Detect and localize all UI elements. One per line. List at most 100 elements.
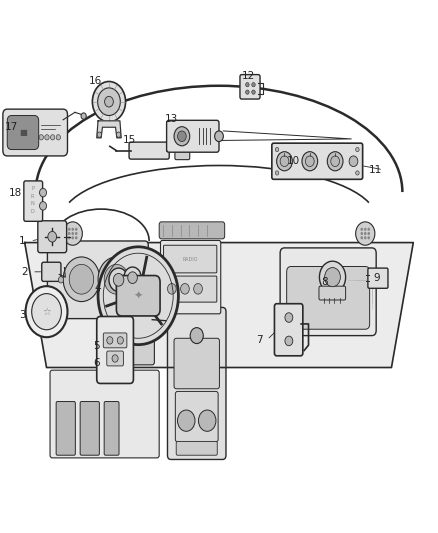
FancyBboxPatch shape: [123, 290, 154, 365]
Circle shape: [356, 148, 359, 152]
FancyBboxPatch shape: [50, 370, 159, 458]
Circle shape: [75, 232, 78, 235]
FancyBboxPatch shape: [280, 248, 376, 336]
Circle shape: [69, 264, 94, 294]
Text: ☆: ☆: [42, 306, 51, 317]
Text: 13: 13: [164, 114, 177, 124]
FancyBboxPatch shape: [166, 120, 219, 152]
Circle shape: [276, 171, 279, 175]
FancyBboxPatch shape: [42, 262, 61, 281]
Text: ■: ■: [19, 128, 27, 137]
FancyBboxPatch shape: [103, 333, 127, 348]
FancyBboxPatch shape: [163, 276, 217, 302]
Circle shape: [246, 83, 249, 87]
Circle shape: [180, 284, 189, 294]
Circle shape: [302, 152, 318, 171]
Text: 7: 7: [256, 335, 262, 345]
Circle shape: [39, 201, 46, 210]
FancyBboxPatch shape: [176, 441, 217, 455]
Circle shape: [349, 156, 358, 166]
Circle shape: [190, 328, 203, 344]
Circle shape: [367, 232, 370, 235]
Circle shape: [63, 222, 82, 245]
Circle shape: [360, 228, 363, 231]
Circle shape: [56, 135, 60, 140]
Circle shape: [63, 257, 100, 302]
Text: 9: 9: [374, 273, 380, 283]
Text: R: R: [31, 194, 34, 199]
Circle shape: [285, 313, 293, 322]
Circle shape: [109, 268, 128, 292]
Circle shape: [97, 132, 102, 138]
FancyBboxPatch shape: [80, 401, 99, 455]
Circle shape: [194, 284, 202, 294]
FancyBboxPatch shape: [319, 286, 346, 300]
Circle shape: [305, 156, 314, 166]
Circle shape: [58, 277, 64, 283]
FancyBboxPatch shape: [160, 240, 221, 314]
Circle shape: [71, 236, 74, 239]
FancyBboxPatch shape: [56, 401, 75, 455]
Text: 16: 16: [89, 77, 102, 86]
Text: 8: 8: [321, 278, 328, 287]
Text: 12: 12: [242, 71, 255, 81]
Text: 3: 3: [19, 310, 26, 320]
Circle shape: [39, 135, 43, 140]
Circle shape: [112, 355, 118, 362]
Circle shape: [138, 298, 145, 307]
FancyBboxPatch shape: [240, 75, 260, 99]
Circle shape: [133, 298, 140, 307]
Circle shape: [246, 90, 249, 94]
FancyBboxPatch shape: [275, 304, 303, 356]
Text: ✦: ✦: [134, 290, 143, 301]
Circle shape: [331, 156, 339, 166]
Circle shape: [71, 232, 74, 235]
Circle shape: [280, 156, 289, 166]
FancyBboxPatch shape: [97, 317, 134, 383]
Circle shape: [252, 83, 255, 87]
FancyBboxPatch shape: [175, 391, 218, 442]
Text: N: N: [31, 201, 35, 206]
Circle shape: [117, 132, 121, 138]
Text: 5: 5: [93, 341, 100, 351]
Circle shape: [45, 135, 49, 140]
Circle shape: [98, 257, 135, 302]
Circle shape: [177, 410, 195, 431]
Circle shape: [319, 261, 346, 293]
Text: 17: 17: [4, 122, 18, 132]
Circle shape: [113, 273, 124, 286]
Text: P: P: [31, 187, 34, 191]
Text: 15: 15: [123, 135, 136, 145]
FancyBboxPatch shape: [104, 401, 119, 455]
Circle shape: [75, 228, 78, 231]
Circle shape: [71, 228, 74, 231]
Circle shape: [215, 131, 223, 142]
Circle shape: [252, 90, 255, 94]
FancyBboxPatch shape: [167, 308, 226, 459]
FancyBboxPatch shape: [38, 221, 67, 253]
Circle shape: [50, 135, 55, 140]
Circle shape: [325, 268, 340, 287]
Circle shape: [360, 232, 363, 235]
Circle shape: [81, 113, 86, 119]
FancyBboxPatch shape: [174, 338, 219, 389]
Circle shape: [39, 188, 46, 197]
Circle shape: [276, 148, 279, 152]
Circle shape: [117, 337, 124, 344]
FancyBboxPatch shape: [159, 222, 225, 239]
FancyBboxPatch shape: [368, 268, 388, 288]
Circle shape: [356, 171, 359, 175]
FancyBboxPatch shape: [47, 241, 148, 319]
Circle shape: [25, 286, 67, 337]
Circle shape: [285, 336, 293, 346]
Text: 2: 2: [21, 267, 28, 277]
FancyBboxPatch shape: [7, 116, 39, 150]
Circle shape: [367, 236, 370, 239]
Circle shape: [124, 267, 141, 288]
FancyBboxPatch shape: [287, 266, 370, 329]
Circle shape: [198, 410, 216, 431]
Text: 1: 1: [19, 236, 26, 246]
Text: 6: 6: [93, 358, 100, 368]
Circle shape: [48, 231, 57, 242]
Text: 10: 10: [286, 156, 300, 166]
